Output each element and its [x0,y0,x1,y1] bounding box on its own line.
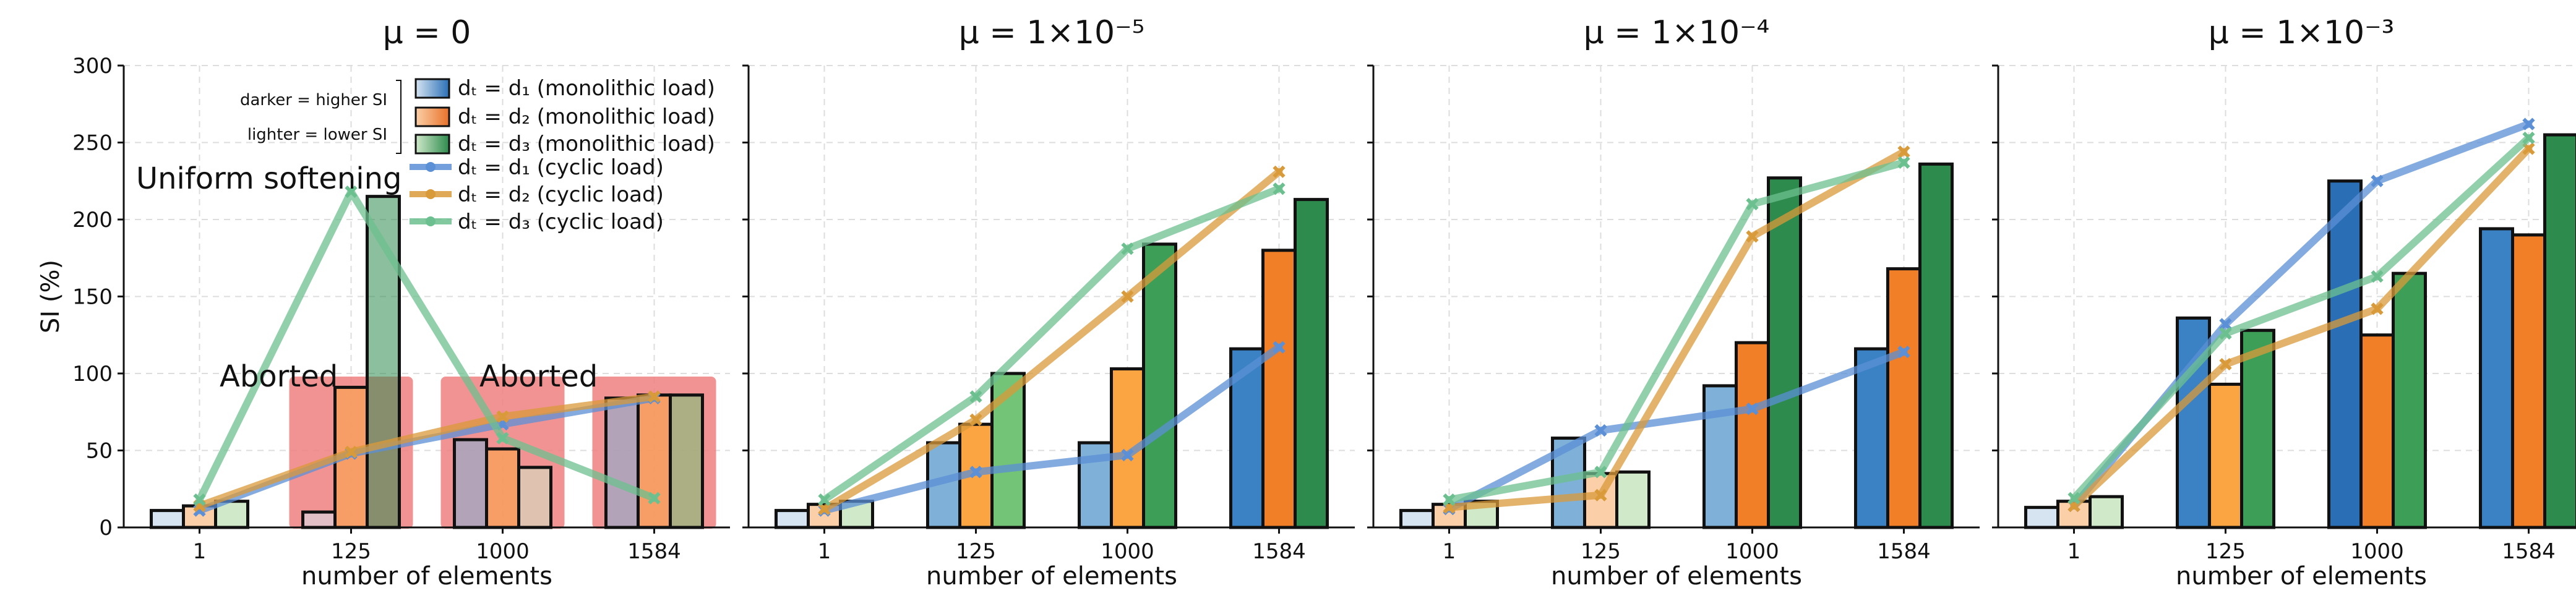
x-tick-label: 1584 [1877,539,1931,564]
cyclic-line-d2 [825,172,1279,509]
bar-d3-1000 [1144,244,1176,527]
cyclic-line-d3 [200,192,655,500]
bar-d3-1584 [1295,200,1328,527]
cyclic-line-d1 [825,348,1279,511]
x-tick-label: 125 [2205,539,2246,564]
bar-d3-125 [1617,472,1649,527]
annotation-aborted-1000: Aborted [479,359,598,394]
x-axis-label: number of elements [301,562,552,591]
legend-label-cyclic-2: dₜ = d₂ (cyclic load) [458,182,664,207]
panel-title: μ = 1×10⁻⁵ [959,14,1145,51]
y-tick-label: 250 [72,131,113,156]
x-tick-label: 1000 [1101,539,1154,564]
bar-d2-125 [2210,384,2242,527]
bar-d3-1584 [671,395,703,527]
x-tick-label: 125 [956,539,996,564]
bar-d3-1000 [1769,178,1801,527]
legend-lighter-note: lighter = lower SI [247,126,387,144]
bar-d1-1 [1401,511,1433,527]
bar-d3-1 [2090,497,2123,527]
legend-label-monolithic-3: dₜ = d₃ (monolithic load) [458,132,715,156]
bar-d2-1000 [2361,335,2394,527]
legend-swatch-monolithic-3 [416,135,449,153]
bar-d1-1584 [606,398,638,527]
annotation-aborted-125: Aborted [220,359,338,394]
bar-d2-1584 [2513,235,2545,527]
bar-d2-1584 [1263,250,1295,527]
bar-d1-1584 [1856,349,1888,527]
legend-marker-cyclic-1 [426,162,436,172]
cyclic-line-d1 [200,398,655,511]
panel-title: μ = 1×10⁻³ [2209,14,2395,51]
bar-d1-1000 [455,440,487,527]
bar-d1-125 [303,512,335,527]
x-tick-label: 1000 [2350,539,2404,564]
x-tick-label: 1000 [1725,539,1779,564]
x-tick-label: 1584 [1252,539,1306,564]
legend-label-cyclic-3: dₜ = d₃ (cyclic load) [458,210,664,234]
cyclic-line-d2 [1449,151,1904,507]
panel-title: μ = 0 [383,14,471,51]
bar-d1-1000 [1704,386,1737,527]
legend-swatch-monolithic-2 [416,108,449,126]
annotation-uniform-softening: Uniform softening [136,161,402,196]
legend-swatch-monolithic-1 [416,79,449,98]
bar-d2-1000 [487,449,519,527]
bar-d3-1584 [1920,164,1952,527]
x-tick-label: 125 [331,539,371,564]
y-tick-label: 200 [72,208,113,232]
y-tick-label: 50 [86,439,113,464]
x-tick-label: 1000 [476,539,530,564]
x-tick-label: 1 [2067,539,2081,564]
bar-d1-1000 [2329,181,2361,527]
bar-d3-1000 [2394,273,2426,527]
legend-label-monolithic-1: dₜ = d₁ (monolithic load) [458,76,715,101]
x-tick-label: 1 [1443,539,1456,564]
bar-d1-1 [776,511,809,527]
bar-d2-1584 [638,395,671,527]
legend-marker-cyclic-2 [426,189,436,199]
panel-4: 1 125 1000 1584 number of elements μ = 1×10⁻³ [1992,14,2576,591]
y-tick-label: 100 [72,362,113,386]
x-tick-label: 1584 [2502,539,2556,564]
x-tick-label: 1 [818,539,831,564]
y-tick-label: 0 [99,516,113,540]
x-axis-label: number of elements [926,562,1177,591]
x-axis-label: number of elements [2176,562,2427,591]
bar-d2-1584 [1888,269,1920,527]
cyclic-line-d3 [1449,163,1904,500]
panel-2: 1 125 1000 1584 number of elements μ = 1×10⁻⁵ [742,14,1355,591]
panel-title: μ = 1×10⁻⁴ [1584,14,1770,51]
x-tick-label: 1584 [627,539,681,564]
x-tick-label: 1 [193,539,207,564]
bar-d1-1 [152,511,184,527]
bar-d3-1584 [2545,135,2576,527]
bar-d3-1000 [519,467,551,527]
y-tick-label: 150 [72,285,113,310]
legend-label-cyclic-1: dₜ = d₁ (cyclic load) [458,155,664,180]
bar-d1-1 [2026,508,2058,527]
legend-marker-cyclic-3 [426,216,436,226]
legend: darker = higher SI lighter = lower SI dₜ =… [240,76,715,234]
bar-d1-1584 [2481,229,2513,527]
y-axis-label: SI (%) [36,260,65,333]
panel-3: 1 125 1000 1584 number of elements μ = 1×10⁻⁴ [1367,14,1980,591]
x-tick-label: 125 [1581,539,1621,564]
cyclic-line-d3 [825,189,1279,500]
x-axis-label: number of elements [1551,562,1802,591]
legend-label-monolithic-2: dₜ = d₂ (monolithic load) [458,104,715,129]
bar-d2-1000 [1737,343,1769,527]
y-tick-label: 300 [72,54,113,79]
cyclic-line-d1 [2074,124,2529,506]
legend-darker-note: darker = higher SI [240,91,387,109]
